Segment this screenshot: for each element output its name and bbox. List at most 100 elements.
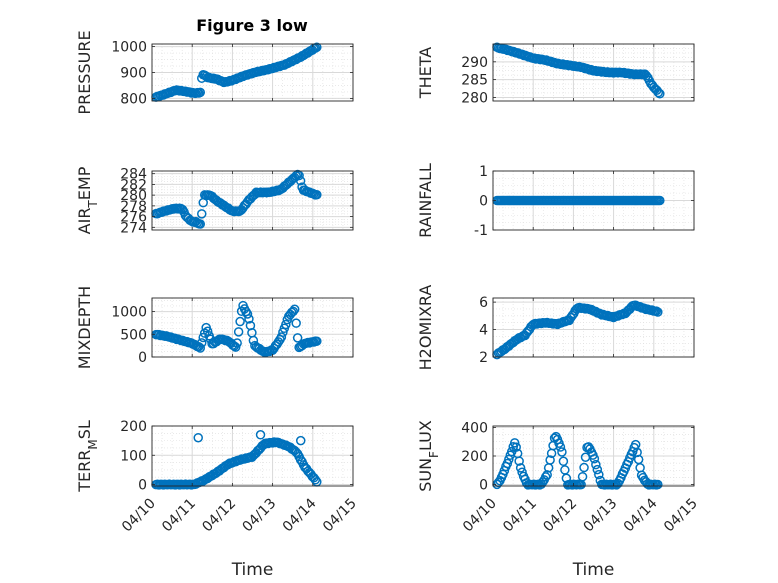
data-point <box>583 442 594 452</box>
y-tick-label: 278 <box>120 199 147 215</box>
y-tick-label: 0 <box>479 194 488 210</box>
y-axis-label: SUNFLUX <box>416 420 441 492</box>
data-point <box>312 336 322 346</box>
y-tick-label: 400 <box>461 420 488 436</box>
data-point <box>291 318 301 328</box>
x-tick-label: 04/14 <box>621 495 661 535</box>
data-point <box>197 209 207 219</box>
y-tick-label: 6 <box>479 295 488 311</box>
x-axis-label: Time <box>231 560 274 580</box>
data-point <box>655 195 665 206</box>
y-tick-label: 1 <box>479 164 488 180</box>
y-tick-label: 276 <box>120 210 147 226</box>
data-point <box>651 306 662 316</box>
y-axis-label: AIRTEMP <box>75 166 100 234</box>
data-point <box>255 430 266 440</box>
data-point <box>289 304 300 315</box>
axes-box <box>151 170 354 231</box>
data-point <box>312 190 322 200</box>
x-tick-label: 04/10 <box>119 496 159 536</box>
x-tick-label: 04/11 <box>159 496 199 536</box>
data-point <box>286 307 297 318</box>
data-point <box>310 475 321 485</box>
data-point <box>197 338 207 348</box>
data-point <box>653 307 663 317</box>
y-tick-label: 500 <box>120 327 147 343</box>
data-point <box>236 306 247 317</box>
data-point <box>276 332 287 342</box>
data-point <box>653 87 664 98</box>
y-tick-label: 0 <box>138 350 147 366</box>
x-tick-label: 04/15 <box>661 496 701 536</box>
data-point <box>540 472 551 482</box>
y-axis-label: TERRMSL <box>75 420 100 493</box>
data-point <box>511 442 521 452</box>
data-point <box>193 432 203 443</box>
x-tick-label: 04/15 <box>320 496 360 536</box>
data-point <box>509 438 520 448</box>
x-tick-label: 04/10 <box>460 496 500 536</box>
data-point <box>567 310 578 321</box>
data-point <box>288 306 298 317</box>
x-axis-label: Time <box>572 560 615 580</box>
y-tick-label: 200 <box>461 449 488 465</box>
data-point <box>195 343 206 353</box>
y-axis-label: MIXDEPTH <box>75 286 94 369</box>
chart-terr_msl: 0 100 200 04/10 04/11 04/12 04/13 04/14 04/15 TER… <box>75 419 360 580</box>
y-tick-label: 274 <box>120 220 147 236</box>
data-point <box>195 87 206 98</box>
y-axis-label: RAINFALL <box>416 163 435 238</box>
y-tick-label: 2 <box>479 350 488 366</box>
data-point <box>558 456 569 467</box>
data-point <box>195 219 206 229</box>
data-point <box>589 454 600 464</box>
figure-title: Figure 3 low <box>196 16 308 35</box>
x-tick-label: 04/13 <box>581 496 621 536</box>
data-point <box>591 459 601 470</box>
data-point <box>230 342 241 352</box>
data-point <box>514 456 524 466</box>
x-tick-label: 04/11 <box>500 496 540 536</box>
data-point <box>636 470 647 481</box>
chart-mixdepth: 0 500 1000 MIXDEPTH <box>75 286 354 369</box>
data-point <box>579 462 589 473</box>
x-tick-label: 04/13 <box>240 496 280 536</box>
chart-h2omixra: 2 4 6 H2OMIXRA <box>416 285 695 370</box>
y-tick-label: 282 <box>120 177 147 193</box>
y-tick-label: -1 <box>474 223 488 239</box>
data-point <box>515 463 526 473</box>
y-tick-label: 200 <box>120 419 147 435</box>
y-tick-label: 0 <box>479 478 488 494</box>
data-point <box>542 470 552 480</box>
y-tick-label: 100 <box>120 448 147 464</box>
data-point <box>244 314 254 324</box>
y-tick-label: 1000 <box>111 305 147 321</box>
y-tick-label: 0 <box>138 478 147 494</box>
axes-box <box>492 297 695 358</box>
y-tick-label: 280 <box>461 90 488 106</box>
data-point <box>655 89 665 99</box>
x-tick-label: 04/12 <box>540 496 580 536</box>
y-tick-label: 290 <box>461 55 488 71</box>
chart-pressure: 800 900 1000 PRESSURE <box>75 30 354 115</box>
data-point <box>202 326 213 336</box>
data-point <box>594 469 604 480</box>
y-tick-label: 285 <box>461 73 488 89</box>
y-axis-label: PRESSURE <box>75 30 94 114</box>
y-tick-label: 800 <box>120 91 147 107</box>
y-tick-label: 900 <box>120 66 147 82</box>
axes-box <box>151 425 354 487</box>
y-tick-label: 1000 <box>111 40 147 56</box>
x-tick-label: 04/14 <box>280 495 320 535</box>
data-point <box>233 327 244 337</box>
chart-rainfall: -1 0 1 RAINFALL <box>416 163 695 239</box>
data-point <box>502 458 513 469</box>
data-point <box>641 70 652 81</box>
y-tick-label: 280 <box>120 188 147 204</box>
data-point <box>294 170 304 181</box>
data-point <box>235 316 245 327</box>
axes-box <box>151 297 354 358</box>
data-point <box>242 309 253 319</box>
